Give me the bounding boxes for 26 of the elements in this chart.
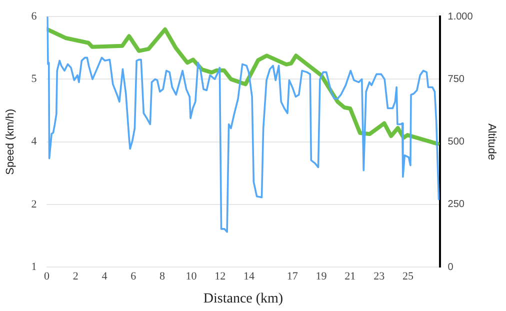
- x-tick-label: 23: [374, 270, 386, 282]
- x-tick-label: 21: [344, 270, 356, 282]
- x-tick-label: 8: [160, 270, 166, 282]
- y-tick-label: 4: [31, 136, 38, 148]
- x-tick-label: 2: [72, 270, 78, 282]
- x-tick-label: 0: [44, 270, 50, 282]
- y-tick-label: 6: [31, 10, 38, 22]
- y2-tick-label: 1.000: [448, 11, 474, 22]
- y-tick-label: 5: [31, 73, 38, 86]
- y2-tick-label: 500: [448, 136, 465, 148]
- y2-tick-label: 250: [448, 199, 465, 210]
- x-tick-label: 6: [130, 270, 137, 282]
- x-tick-label: 17: [286, 270, 298, 282]
- y-tick-label: 1: [31, 260, 37, 273]
- y-tick-label: 2: [31, 198, 37, 210]
- y2-axis-title: Altitude: [485, 123, 498, 160]
- x-tick-label: 10: [186, 270, 198, 282]
- x-tick-label: 4: [102, 270, 108, 282]
- y2-tick-label: 750: [448, 74, 465, 85]
- y2-tick-label: 0: [448, 262, 454, 273]
- x-tick-label: 19: [316, 270, 328, 282]
- x-axis-title: Distance (km): [203, 291, 284, 306]
- x-tick-label: 12: [214, 270, 226, 282]
- x-tick-label: 25: [402, 270, 414, 282]
- x-tick-label: 14: [244, 270, 256, 282]
- y-axis-title: Speed (km/h): [4, 108, 17, 175]
